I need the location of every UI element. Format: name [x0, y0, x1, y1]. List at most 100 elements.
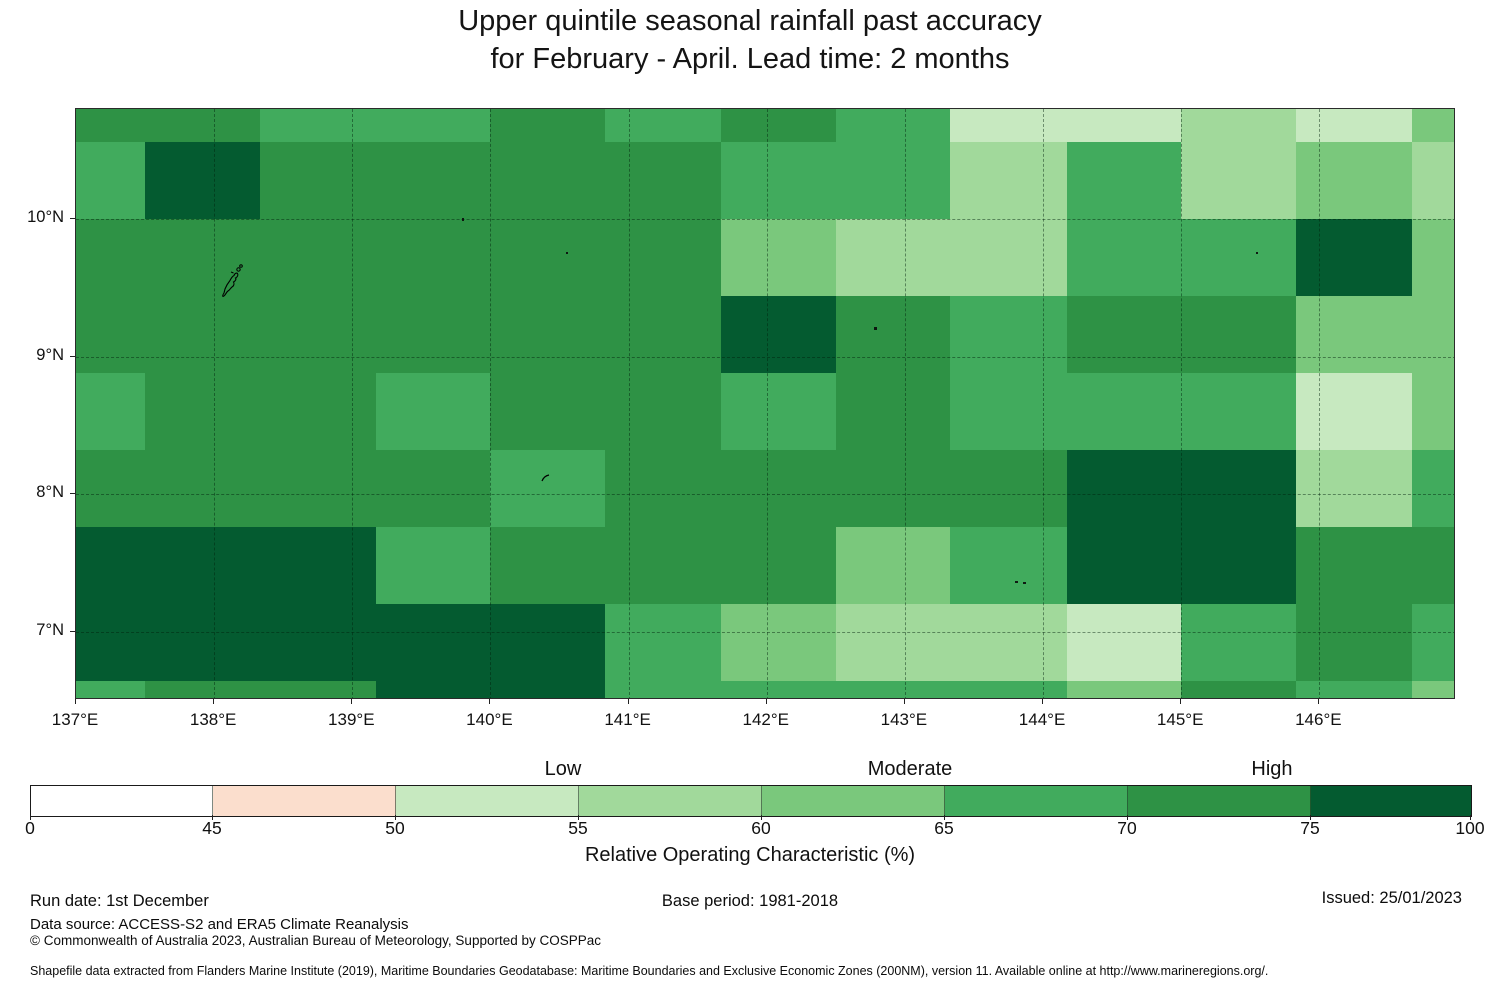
x-axis-tick-label: 143°E	[880, 710, 928, 729]
x-axis-tick-mark	[75, 699, 76, 704]
chart-title-line1: Upper quintile seasonal rainfall past ac…	[458, 5, 1042, 37]
map-cell	[76, 373, 146, 451]
graticule-parallel	[76, 356, 1454, 358]
x-axis-tick-label: 138°E	[189, 710, 237, 729]
footer-data-source: Data source: ACCESS-S2 and ERA5 Climate …	[30, 916, 409, 933]
map-cell	[145, 109, 260, 143]
map-cell	[1181, 373, 1296, 451]
map-cell	[1411, 109, 1454, 143]
map-cell	[950, 142, 1067, 220]
map-cell	[605, 681, 722, 698]
graticule-meridian	[1319, 109, 1321, 698]
x-axis-tick-mark	[1180, 699, 1182, 704]
y-axis-tick-mark	[70, 355, 75, 357]
map-cell	[605, 604, 722, 682]
map-cell	[1411, 450, 1454, 528]
map-cell	[259, 219, 376, 297]
map-cell	[375, 450, 491, 528]
map-cell	[490, 109, 606, 143]
map-cell	[145, 604, 260, 682]
islet-speck	[874, 327, 877, 330]
map-cell	[950, 527, 1067, 605]
footer-copyright: © Commonwealth of Australia 2023, Austra…	[30, 933, 602, 948]
map-cell	[1181, 604, 1296, 682]
map-cell	[490, 604, 606, 682]
map-cell	[1066, 296, 1182, 374]
colorbar-tick-mark	[761, 815, 762, 820]
map-cell	[375, 604, 491, 682]
map-cell	[950, 681, 1067, 698]
map-cell	[1411, 142, 1454, 220]
footer-issued-date: Issued: 25/01/2023	[1321, 889, 1462, 907]
map-cell	[1411, 681, 1454, 698]
map-cell	[1295, 604, 1412, 682]
map-cell	[76, 527, 146, 605]
colorbar-segment	[762, 786, 945, 816]
map-cell	[1066, 109, 1182, 143]
chart-title: Upper quintile seasonal rainfall past ac…	[0, 2, 1500, 78]
map-cell	[76, 296, 146, 374]
map-cell	[1411, 527, 1454, 605]
map-cell	[375, 527, 491, 605]
map-cell	[1295, 373, 1412, 451]
map-cell	[605, 109, 722, 143]
footer-run-date: Run date: 1st December	[30, 892, 209, 910]
map-cell	[1411, 604, 1454, 682]
map-cell	[605, 296, 722, 374]
map-cell	[1181, 109, 1296, 143]
chart-title-line2: for February - April. Lead time: 2 month…	[490, 43, 1010, 75]
x-axis-tick-label: 137°E	[51, 710, 99, 729]
map-cell	[1066, 604, 1182, 682]
map-cell	[1295, 681, 1412, 698]
graticule-meridian	[1181, 109, 1183, 698]
colorbar-tick-label: 0	[25, 818, 35, 838]
map-cell	[835, 604, 951, 682]
map-cell	[835, 681, 951, 698]
map-cell	[721, 296, 836, 374]
map-cell	[721, 109, 836, 143]
colorbar-tick-mark	[395, 815, 396, 820]
graticule-meridian	[628, 109, 630, 698]
colorbar-tick-label: 45	[202, 818, 222, 838]
map-cell	[145, 373, 260, 451]
map-cell	[76, 604, 146, 682]
map-cell	[1295, 109, 1412, 143]
graticule-meridian	[766, 109, 768, 698]
map-cell	[1411, 219, 1454, 297]
map-cell	[76, 450, 146, 528]
map-cell	[490, 219, 606, 297]
graticule-meridian	[214, 109, 216, 698]
colorbar-tick-label: 100	[1455, 818, 1485, 838]
islet-speck	[1015, 581, 1018, 583]
map-cell	[835, 527, 951, 605]
map-cell	[375, 219, 491, 297]
island-outline	[222, 264, 243, 297]
map-cell	[1181, 219, 1296, 297]
colorbar-axis-label: Relative Operating Characteristic (%)	[584, 844, 916, 866]
map-cell	[259, 296, 376, 374]
map-cell	[1066, 681, 1182, 698]
map-cell	[721, 604, 836, 682]
colorbar-segment	[396, 786, 579, 816]
map-cell	[375, 681, 491, 698]
y-axis-tick-label: 8°N	[36, 483, 64, 502]
map-cell	[1066, 142, 1182, 220]
map-cell	[1066, 527, 1182, 605]
x-axis-tick-label: 145°E	[1156, 710, 1204, 729]
map-cell	[1295, 142, 1412, 220]
map-cell	[721, 681, 836, 698]
map-cell	[605, 373, 722, 451]
map-cell	[259, 527, 376, 605]
map-cell	[1066, 219, 1182, 297]
map-cell	[259, 142, 376, 220]
colorbar-segment	[579, 786, 762, 816]
colorbar-tick-label: 50	[385, 818, 405, 838]
x-axis-tick-mark	[489, 699, 491, 704]
map-cell	[1066, 450, 1182, 528]
x-axis-tick-label: 142°E	[742, 710, 789, 729]
islet-speck	[462, 218, 464, 221]
map-cell	[145, 296, 260, 374]
y-axis-tick-mark	[70, 630, 75, 632]
map-cell	[76, 109, 146, 143]
